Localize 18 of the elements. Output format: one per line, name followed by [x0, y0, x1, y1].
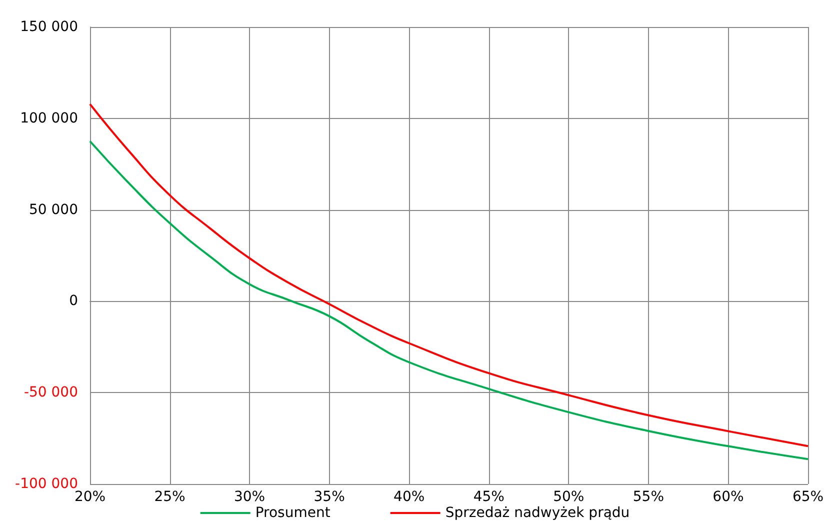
x-tick-label: 40%	[394, 489, 425, 505]
legend-label: Prosument	[255, 505, 331, 521]
y-tick-label: 150 000	[20, 19, 78, 35]
legend-label: Sprzedaż nadwyżek prądu	[445, 505, 630, 521]
x-tick-label: 30%	[234, 489, 266, 505]
y-tick-label: 0	[69, 293, 78, 310]
y-tick-label: -100 000	[15, 476, 78, 492]
x-tick-label: 45%	[473, 489, 504, 505]
y-tick-label: 50 000	[29, 202, 78, 218]
x-tick-label: 20%	[74, 489, 106, 505]
x-tick-label: 35%	[314, 489, 345, 505]
x-tick-label: 60%	[712, 489, 744, 505]
x-tick-label: 55%	[632, 489, 664, 505]
y-tick-label: 100 000	[20, 110, 78, 126]
x-tick-label: 25%	[154, 489, 186, 505]
y-tick-label: -50 000	[24, 384, 78, 401]
x-tick-label: 65%	[792, 489, 824, 505]
x-tick-label: 50%	[553, 489, 584, 505]
